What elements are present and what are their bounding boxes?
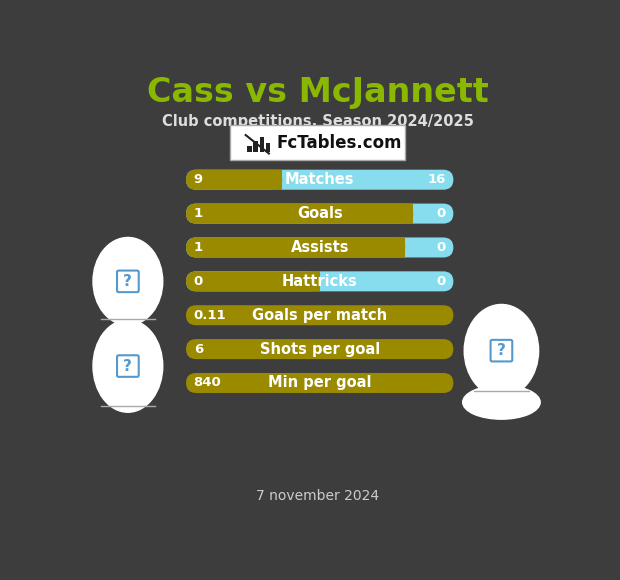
Text: 1: 1 <box>193 241 203 254</box>
FancyBboxPatch shape <box>186 271 453 291</box>
Text: 840: 840 <box>193 376 221 390</box>
FancyBboxPatch shape <box>186 373 453 393</box>
Bar <box>260 137 264 152</box>
Bar <box>272 170 282 190</box>
FancyBboxPatch shape <box>186 305 453 325</box>
Text: ?: ? <box>123 274 132 289</box>
Text: 0: 0 <box>193 275 203 288</box>
Bar <box>309 271 320 291</box>
FancyBboxPatch shape <box>186 204 414 224</box>
Text: 9: 9 <box>193 173 203 186</box>
Bar <box>266 143 270 152</box>
FancyBboxPatch shape <box>117 356 139 377</box>
FancyBboxPatch shape <box>490 340 512 361</box>
Text: Cass vs McJannett: Cass vs McJannett <box>147 76 489 109</box>
FancyBboxPatch shape <box>186 204 453 224</box>
Text: 1: 1 <box>193 207 203 220</box>
Text: 0.11: 0.11 <box>193 309 226 322</box>
FancyBboxPatch shape <box>186 170 282 190</box>
Text: FcTables.com: FcTables.com <box>276 134 402 152</box>
Bar <box>247 146 252 152</box>
Bar <box>254 141 258 152</box>
Text: Shots per goal: Shots per goal <box>260 342 380 357</box>
Text: 0: 0 <box>436 241 446 254</box>
Text: 16: 16 <box>427 173 446 186</box>
Text: Min per goal: Min per goal <box>268 375 371 390</box>
Text: 0: 0 <box>436 275 446 288</box>
FancyBboxPatch shape <box>117 271 139 292</box>
Ellipse shape <box>464 304 539 397</box>
FancyBboxPatch shape <box>186 170 453 190</box>
Text: Assists: Assists <box>290 240 349 255</box>
Bar <box>395 237 405 258</box>
Text: ?: ? <box>497 343 506 358</box>
Ellipse shape <box>93 237 162 325</box>
Text: ?: ? <box>123 358 132 374</box>
Bar <box>403 204 414 224</box>
Text: 7 november 2024: 7 november 2024 <box>256 489 379 503</box>
Text: Club competitions, Season 2024/2025: Club competitions, Season 2024/2025 <box>162 114 474 129</box>
FancyBboxPatch shape <box>230 125 405 161</box>
Text: Hattricks: Hattricks <box>282 274 358 289</box>
FancyBboxPatch shape <box>186 237 405 258</box>
Text: 0: 0 <box>436 207 446 220</box>
Text: Matches: Matches <box>285 172 355 187</box>
Text: Goals per match: Goals per match <box>252 308 388 322</box>
Ellipse shape <box>463 385 540 419</box>
FancyBboxPatch shape <box>186 339 453 359</box>
FancyBboxPatch shape <box>186 237 453 258</box>
FancyBboxPatch shape <box>186 271 320 291</box>
Text: Goals: Goals <box>297 206 343 221</box>
Ellipse shape <box>93 320 162 412</box>
Text: 6: 6 <box>193 343 203 356</box>
